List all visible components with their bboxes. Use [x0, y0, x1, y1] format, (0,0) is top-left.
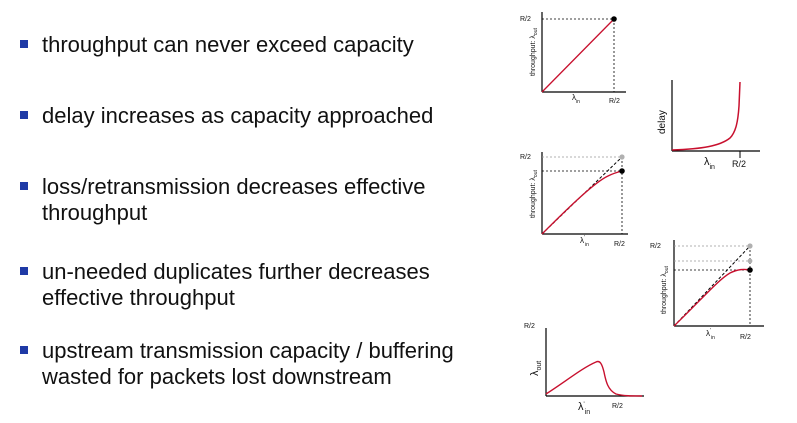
delay-curve: [671, 81, 741, 151]
bullet-square-icon: [20, 346, 28, 354]
x-tick-r2: R/2: [609, 98, 620, 105]
y-tick-r2: R/2: [650, 243, 661, 250]
x-tick-r2: R/2: [740, 334, 751, 341]
throughput-collapse-curve: [545, 360, 643, 397]
svg-text:λout: λout: [529, 361, 543, 376]
bullet-square-icon: [20, 40, 28, 48]
actual-point: [619, 168, 625, 174]
delay-graph: R/2 λin delay: [657, 80, 760, 171]
y-axis-label: throughput:λout: [661, 266, 670, 314]
bullet-square-icon: [20, 111, 28, 119]
x-tick-r2: R/2: [732, 159, 746, 169]
y-axis-label: delay: [657, 110, 668, 134]
loss-retransmission-graph: R/2 R/2 λ'in throughput:λout: [520, 152, 628, 248]
collapse-graph: R/2 R/2 λ'in λout: [524, 323, 644, 416]
x-axis-label: λ'in: [578, 401, 590, 416]
bullet-text-line-1: loss/retransmission decreases effective: [42, 174, 426, 199]
svg-text:throughput:λout: throughput:λout: [530, 28, 539, 76]
throughput-ideal-graph: R/2 R/2 λin throughput:λout: [520, 12, 626, 105]
x-tick-r2: R/2: [612, 403, 623, 410]
bullet-square-icon: [20, 182, 28, 190]
y-axis-label: λout: [529, 361, 543, 376]
actual-point: [747, 267, 753, 273]
bullet-text-line-2: throughput: [42, 200, 148, 225]
y-axis-label: throughput:λout: [530, 170, 539, 218]
y-tick-r2: R/2: [524, 323, 535, 330]
capacity-point: [611, 16, 617, 22]
x-tick-r2: R/2: [614, 241, 625, 248]
ideal-dashed-line: [673, 245, 751, 327]
throughput-curve: [541, 170, 623, 235]
retransmit-point: [747, 258, 753, 264]
ideal-point: [619, 154, 625, 160]
svg-text:delay: delay: [657, 110, 668, 134]
throughput-curve: [541, 18, 615, 93]
ideal-point: [747, 243, 753, 249]
y-tick-r2: R/2: [520, 16, 531, 23]
bullet-text: delay increases as capacity approached: [42, 103, 434, 128]
bullet-text-line-2: wasted for packets lost downstream: [42, 364, 392, 389]
x-axis-label: λin: [704, 156, 715, 171]
bullet-text: throughput can never exceed capacity: [42, 32, 414, 57]
y-tick-r2: R/2: [520, 154, 531, 161]
x-axis-label: λ'in: [580, 235, 589, 248]
bullet-square-icon: [20, 267, 28, 275]
svg-text:throughput:λout: throughput:λout: [661, 266, 670, 314]
y-axis-label: throughput:λout: [530, 28, 539, 76]
bullet-text-line-1: un-needed duplicates further decreases: [42, 259, 430, 284]
bullet-text-line-1: upstream transmission capacity / bufferi…: [42, 338, 454, 363]
svg-text:throughput:λout: throughput:λout: [530, 170, 539, 218]
duplicates-graph: R/2 R/2 λ'in throughput:λout: [650, 240, 764, 341]
x-axis-label: λin: [572, 93, 580, 105]
throughput-curve: [673, 268, 751, 327]
bullet-text-line-2: effective throughput: [42, 285, 235, 310]
x-axis-label: λ'in: [706, 328, 715, 341]
